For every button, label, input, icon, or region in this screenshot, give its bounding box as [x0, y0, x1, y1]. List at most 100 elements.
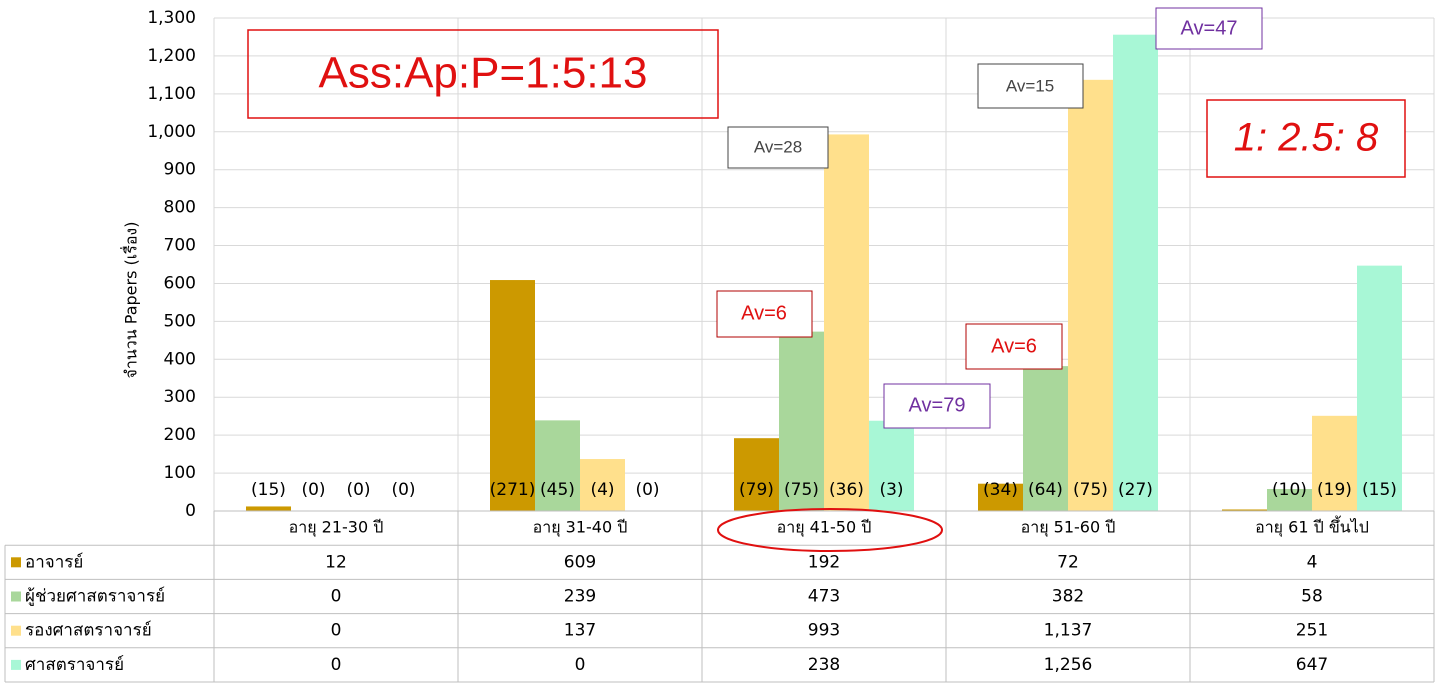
- table-value: 4: [1307, 552, 1318, 572]
- bar: [779, 331, 824, 511]
- annotation: Av=47: [1181, 17, 1238, 39]
- annotation: Av=6: [991, 335, 1037, 357]
- bar: [1068, 79, 1113, 512]
- y-tick-label: 400: [164, 349, 196, 369]
- y-tick-label: 0: [185, 501, 196, 521]
- count-label: (75): [784, 480, 819, 500]
- y-tick-label: 700: [164, 236, 196, 256]
- legend-swatch: [11, 591, 21, 602]
- annotation-box: [247, 29, 719, 119]
- table-value: 192: [808, 552, 840, 572]
- table-value: 0: [331, 621, 342, 641]
- annotation: Av=6: [741, 302, 787, 324]
- count-label: (15): [251, 480, 286, 500]
- annotation-box: [977, 63, 1084, 109]
- count-label: (36): [829, 480, 864, 500]
- bar: [1357, 265, 1402, 511]
- bar: [1023, 366, 1068, 511]
- count-label: (0): [301, 480, 325, 500]
- table-value: 1,256: [1044, 655, 1093, 675]
- count-label: (19): [1317, 480, 1352, 500]
- table-value: 609: [564, 552, 596, 572]
- count-label: (4): [590, 480, 614, 500]
- highlight-ellipse: [717, 508, 943, 552]
- y-tick-label: 900: [164, 160, 196, 180]
- bar: [1312, 415, 1357, 511]
- bar: [580, 459, 625, 511]
- table-value: 12: [325, 552, 347, 572]
- count-label: (15): [1362, 480, 1397, 500]
- bar: [824, 134, 869, 512]
- annotation-box: [716, 290, 813, 338]
- y-tick-label: 1,000: [147, 122, 196, 142]
- count-label: (0): [346, 480, 370, 500]
- table-value: 239: [564, 587, 596, 607]
- bar: [978, 483, 1023, 511]
- count-label: (64): [1028, 480, 1063, 500]
- table-value: 473: [808, 587, 840, 607]
- table-value: 993: [808, 621, 840, 641]
- x-tick-label: อายุ 21-30 ปี: [289, 518, 384, 538]
- table-value: 251: [1296, 621, 1328, 641]
- x-tick-label: อายุ 31-40 ปี: [533, 518, 628, 538]
- table-value: 0: [575, 655, 586, 675]
- legend-label: ผู้ช่วยศาสตราจารย์: [25, 587, 165, 607]
- count-label: (75): [1073, 480, 1108, 500]
- legend-swatch: [11, 625, 21, 636]
- count-label: (45): [540, 480, 575, 500]
- legend-swatch: [11, 557, 21, 568]
- y-tick-label: 300: [164, 387, 196, 407]
- y-tick-label: 800: [164, 198, 196, 218]
- bar: [869, 420, 914, 511]
- bar: [1267, 489, 1312, 511]
- table-value: 1,137: [1044, 621, 1093, 641]
- legend-label: รองศาสตราจารย์: [25, 621, 152, 641]
- annotation-box: [1155, 7, 1263, 50]
- x-tick-label: อายุ 41-50 ปี: [777, 518, 872, 538]
- y-tick-label: 500: [164, 311, 196, 331]
- x-tick-label: อายุ 51-60 ปี: [1021, 518, 1116, 538]
- y-tick-label: 600: [164, 273, 196, 293]
- y-axis-label: จำนวน Papers (เรื่อง): [120, 221, 141, 378]
- table-value: 238: [808, 655, 840, 675]
- y-tick-label: 1,300: [147, 8, 196, 28]
- annotation: Ass:Ap:P=1:5:13: [319, 49, 648, 98]
- table-value: 58: [1301, 587, 1323, 607]
- annotation-box: [965, 323, 1063, 370]
- table-value: 0: [331, 587, 342, 607]
- annotation: 1: 2.5: 8: [1234, 116, 1379, 160]
- legend-label: อาจารย์: [25, 552, 83, 572]
- annotation: Av=15: [1006, 76, 1054, 95]
- grid: 0 100 200 300 400 500 600 700 800 900 1,000 1,100 1,…: [147, 8, 1435, 521]
- bar: [246, 506, 291, 511]
- table-value: 382: [1052, 587, 1084, 607]
- bar: [535, 420, 580, 511]
- annotation: Av=28: [754, 137, 802, 156]
- bars: (15) (271) (79) (34) (0) (45) (75) (64) (10) (0) (…: [246, 34, 1402, 512]
- y-tick-label: 1,200: [147, 46, 196, 66]
- table-value: 72: [1057, 552, 1079, 572]
- count-label: (34): [983, 480, 1018, 500]
- annotation-box: [727, 126, 829, 169]
- legend-label: ศาสตราจารย์: [25, 655, 124, 675]
- count-label: (27): [1118, 480, 1153, 500]
- table-value: 0: [331, 655, 342, 675]
- legend-swatch: [11, 659, 21, 670]
- bar: [1222, 509, 1267, 511]
- count-label: (10): [1272, 480, 1307, 500]
- y-tick-label: 1,100: [147, 84, 196, 104]
- annotations: Ass:Ap:P=1:5:13 1: 2.5: 8 Av=28 Av=6 Av=…: [247, 7, 1406, 552]
- x-tick-label: อายุ 61 ปี ขึ้นไป: [1255, 516, 1369, 538]
- data-table: อายุ 21-30 ปี อายุ 31-40 ปี อายุ 41-50 ปีอ…: [4, 510, 1435, 683]
- count-label: (271): [490, 480, 536, 500]
- count-label: (3): [879, 480, 903, 500]
- annotation-box: [1206, 99, 1406, 178]
- count-label: (0): [391, 480, 415, 500]
- annotation-box: [883, 383, 991, 429]
- bar: [734, 438, 779, 511]
- y-tick-label: 200: [164, 425, 196, 445]
- count-label: (79): [739, 480, 774, 500]
- count-label: (0): [635, 480, 659, 500]
- bar: [1113, 34, 1158, 511]
